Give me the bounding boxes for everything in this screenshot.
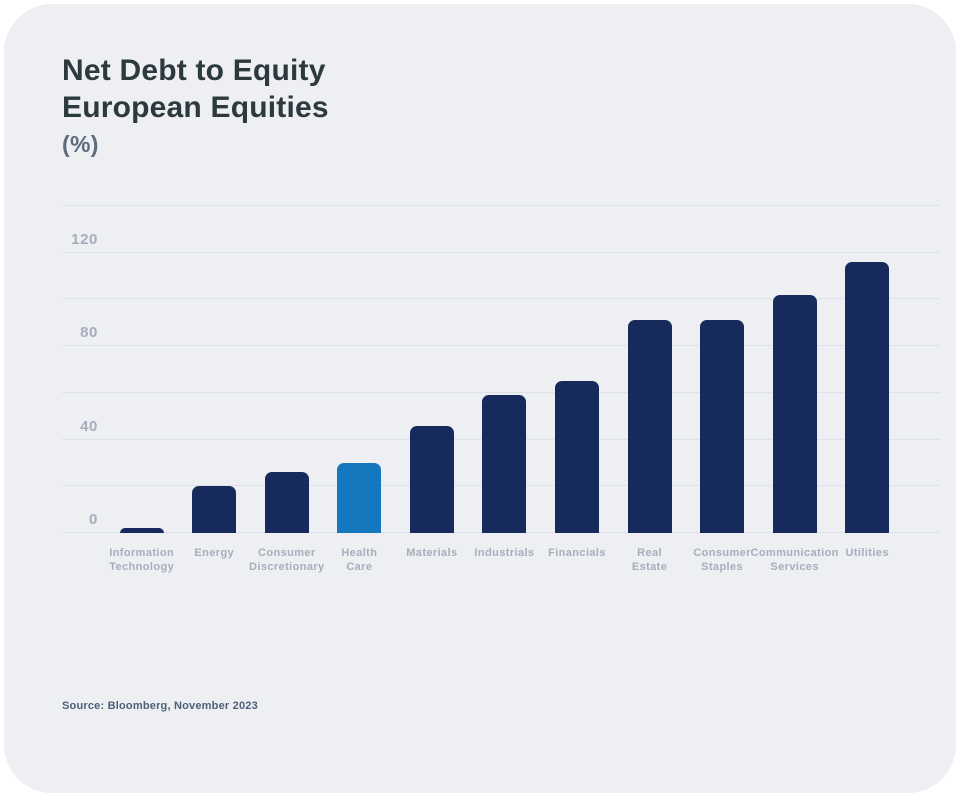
plot-area: 0 40 80 120	[62, 205, 940, 533]
gridline-100	[62, 298, 940, 300]
chart-unit-label: (%)	[62, 131, 99, 157]
bar-consumer-staples	[700, 320, 745, 533]
x-label-materials: Materials	[374, 546, 490, 560]
chart-title-line2: European Equities	[62, 91, 329, 124]
x-label-line: Materials	[406, 547, 458, 559]
gridline-60	[62, 391, 940, 393]
x-label-line: Care	[346, 561, 373, 573]
x-label-line: Staples	[701, 561, 744, 573]
x-label-line: Services	[770, 561, 819, 573]
x-label-line: Communication	[750, 547, 839, 559]
gridline-80	[62, 345, 940, 347]
x-label-line: Energy	[194, 547, 235, 559]
x-label-consumer-discretionary: Consumer Discretionary	[229, 546, 345, 574]
x-label-consumer-staples: Consumer Staples	[664, 546, 780, 574]
x-label-health-care: Health Care	[301, 546, 417, 574]
y-tick-label-80: 80	[80, 324, 98, 342]
x-label-industrials: Industrials	[446, 546, 562, 560]
y-tick-label-120: 120	[71, 230, 98, 248]
bar-health-care	[337, 462, 382, 533]
bar-communication-services	[772, 294, 817, 533]
x-label-energy: Energy	[156, 546, 272, 560]
x-label-real-estate: Real Estate	[592, 546, 708, 574]
x-label-line: Financials	[548, 547, 606, 559]
y-tick-label-40: 40	[80, 417, 98, 435]
bar-energy	[192, 486, 237, 533]
chart-header: Net Debt to Equity European Equities (%)	[62, 52, 329, 158]
x-axis-labels: Information Technology Energy Consumer Discr…	[62, 546, 940, 590]
x-label-utilities: Utilities	[809, 546, 925, 560]
source-note: Source: Bloomberg, November 2023	[62, 700, 258, 712]
x-label-information-technology: Information Technology	[84, 546, 200, 574]
bar-consumer-discretionary	[264, 472, 309, 533]
bar-materials	[409, 425, 454, 533]
y-tick-label-0: 0	[89, 511, 98, 528]
gridline-120	[62, 251, 940, 253]
x-label-line: Utilities	[845, 547, 889, 559]
bar-real-estate	[627, 320, 672, 533]
chart-title-line1: Net Debt to Equity	[62, 54, 326, 87]
x-label-line: Information	[109, 547, 175, 559]
x-label-line: Health	[341, 547, 378, 559]
x-label-line: Consumer	[257, 547, 316, 559]
bar-industrials	[482, 395, 527, 533]
x-label-line: Industrials	[474, 547, 535, 559]
bar-information-technology	[119, 528, 164, 533]
x-label-line: Consumer	[693, 547, 751, 559]
gridline-140	[62, 205, 940, 206]
x-label-line: Discretionary	[249, 561, 325, 573]
x-label-communication-services: Communication Services	[737, 546, 853, 574]
bar-utilities	[845, 262, 890, 533]
x-label-line: Technology	[109, 561, 175, 573]
x-label-line: Estate	[631, 561, 668, 573]
bar-financials	[555, 381, 599, 533]
x-label-financials: Financials	[519, 546, 635, 560]
x-label-line: Real	[637, 547, 662, 559]
